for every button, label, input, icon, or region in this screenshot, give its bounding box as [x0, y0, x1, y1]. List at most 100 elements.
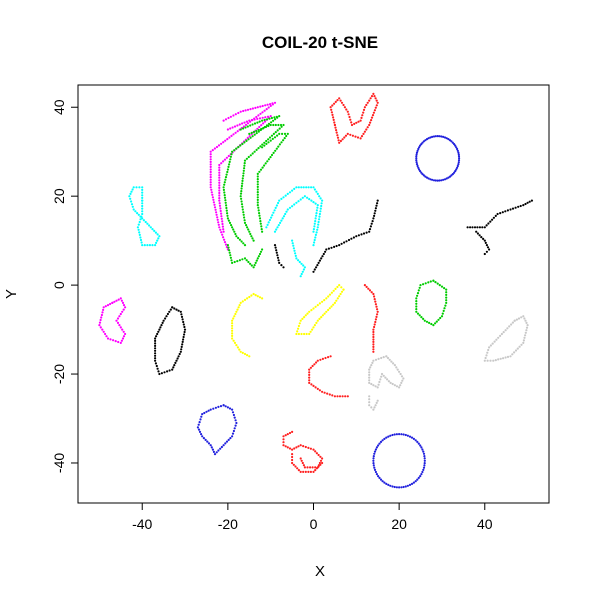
data-point: [139, 218, 142, 221]
data-point: [246, 108, 250, 111]
data-point: [102, 306, 105, 309]
data-point: [421, 173, 424, 176]
data-point: [243, 141, 246, 144]
data-point: [259, 112, 262, 115]
data-point: [416, 292, 420, 295]
data-point: [201, 435, 204, 438]
data-point: [222, 160, 225, 163]
data-point: [423, 319, 426, 322]
data-point: [312, 270, 315, 273]
data-point: [235, 235, 238, 238]
data-point: [246, 125, 249, 128]
data-point: [246, 354, 249, 357]
data-point: [106, 337, 110, 340]
data-point: [112, 339, 115, 342]
data-point: [317, 465, 320, 468]
data-point: [267, 124, 270, 128]
data-point: [171, 306, 174, 309]
data-point: [306, 196, 309, 199]
data-point: [218, 189, 221, 192]
data-point: [448, 139, 452, 142]
data-point: [222, 188, 225, 191]
data-point: [415, 300, 418, 303]
data-point: [218, 184, 221, 187]
data-point: [318, 461, 321, 465]
data-point: [217, 449, 220, 452]
data-point: [326, 392, 329, 395]
data-point: [436, 135, 439, 138]
data-point: [106, 304, 110, 307]
data-point: [415, 163, 419, 166]
data-point: [509, 208, 512, 211]
data-point: [130, 190, 133, 193]
data-point: [416, 164, 419, 168]
data-point: [312, 186, 315, 189]
data-point: [229, 158, 232, 161]
data-point: [301, 317, 304, 320]
data-point: [514, 349, 518, 352]
data-point: [241, 122, 244, 125]
data-point: [441, 312, 444, 315]
data-point: [492, 216, 495, 219]
data-point: [141, 191, 144, 194]
data-point: [366, 126, 369, 129]
data-point: [440, 135, 443, 138]
data-point: [245, 120, 248, 123]
data-point: [163, 371, 166, 374]
data-point: [432, 135, 436, 138]
data-point: [261, 146, 264, 149]
data-point: [241, 300, 244, 303]
data-point: [238, 123, 241, 126]
data-point: [368, 401, 371, 404]
data-point: [476, 232, 479, 235]
data-point: [334, 126, 337, 129]
data-point: [122, 304, 126, 307]
data-point: [253, 264, 256, 267]
data-point: [270, 134, 274, 137]
data-point: [436, 179, 439, 182]
data-point: [132, 186, 135, 189]
data-point: [520, 316, 523, 319]
data-point: [114, 340, 117, 343]
data-point: [263, 118, 266, 121]
data-point: [242, 242, 245, 245]
data-point: [292, 463, 295, 466]
data-point: [209, 153, 212, 156]
y-axis: -40 -20 0 20 40: [51, 99, 79, 473]
data-point: [224, 201, 227, 204]
data-point: [264, 116, 267, 119]
data-point: [246, 122, 250, 125]
data-point: [160, 324, 163, 327]
data-point: [249, 136, 252, 139]
data-point: [316, 204, 319, 207]
data-point: [514, 206, 517, 209]
data-point: [232, 339, 235, 342]
data-point: [291, 458, 294, 462]
data-point: [224, 405, 227, 408]
data-point: [218, 194, 221, 197]
data-point: [284, 194, 287, 197]
data-point: [314, 236, 317, 239]
data-point: [320, 204, 323, 208]
data-point: [343, 241, 346, 244]
data-point: [391, 485, 394, 488]
data-point: [121, 328, 124, 331]
data-point: [141, 202, 144, 205]
data-point: [274, 246, 277, 249]
data-point: [355, 235, 358, 238]
data-point: [502, 357, 505, 360]
data-point: [156, 332, 159, 336]
data-point: [269, 104, 272, 107]
data-point: [368, 381, 371, 384]
data-point: [158, 235, 161, 238]
data-point: [291, 242, 294, 245]
data-point: [247, 260, 250, 264]
data-point: [510, 323, 513, 326]
data-point: [483, 239, 486, 242]
data-point: [353, 122, 356, 125]
data-point: [313, 324, 316, 327]
data-point: [419, 444, 422, 447]
data-point: [237, 236, 240, 240]
data-point: [102, 330, 105, 333]
data-point: [313, 241, 316, 244]
